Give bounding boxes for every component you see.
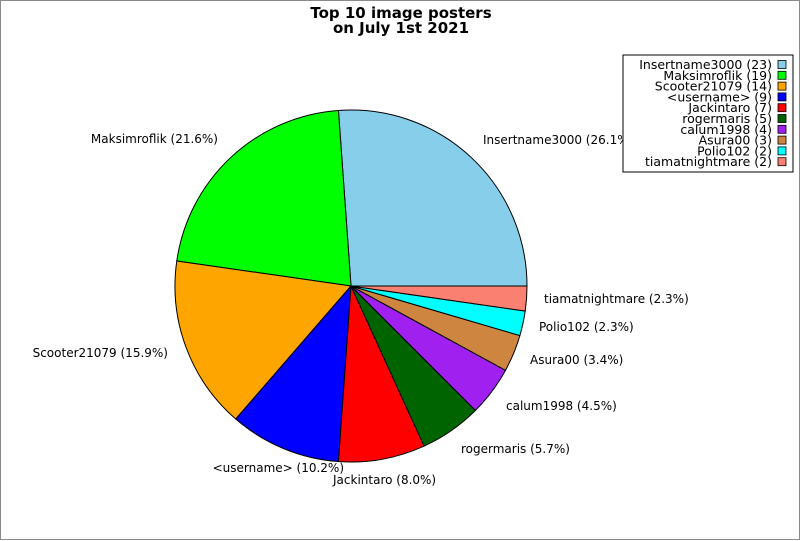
legend-swatch xyxy=(777,70,787,80)
pie-slices xyxy=(174,109,528,463)
pie-slice-insertname3000 xyxy=(337,109,528,287)
slice-label: <username> (10.2%) xyxy=(213,461,344,475)
legend-swatch xyxy=(777,124,787,134)
slice-labels: Insertname3000 (26.1%) Maksimroflik (21.6… xyxy=(33,132,689,487)
legend-swatch xyxy=(777,135,787,145)
slice-label: Scooter21079 (15.9%) xyxy=(33,346,168,360)
chart-title-line: Top 10 image posters xyxy=(310,4,491,22)
pie-slice-username xyxy=(235,284,352,463)
legend-swatch xyxy=(777,103,787,113)
legend-swatch xyxy=(777,81,787,91)
legend: Insertname3000 (23)Maksimroflik (19)Scoo… xyxy=(622,54,794,173)
pie-slice-tiamatnightmare xyxy=(350,285,528,312)
chart-title-line: on July 1st 2021 xyxy=(333,19,469,37)
slice-label: calum1998 (4.5%) xyxy=(506,399,617,413)
legend-swatch xyxy=(777,146,787,156)
legend-entry-label: Scooter21079 (14) xyxy=(655,79,772,94)
legend-swatch xyxy=(777,114,787,123)
pie-slice-scooter21079 xyxy=(174,260,352,420)
legend-entry-label: Polio102 (2) xyxy=(697,143,772,158)
legend-entry-label: Maksimroflik (19) xyxy=(663,68,772,83)
slice-label: Jackintaro (8.0%) xyxy=(332,473,436,487)
legend-entry-label: calum1998 (4) xyxy=(680,122,772,137)
legend-entry-label: Jackintaro (7) xyxy=(687,100,772,115)
slice-label: Polio102 (2.3%) xyxy=(539,320,634,334)
legend-entry-label: <username> (9) xyxy=(667,89,772,104)
legend-entry-label: rogermaris (5) xyxy=(682,111,772,126)
legend-box xyxy=(622,54,794,173)
legend-entry-label: Insertname3000 (23) xyxy=(639,57,772,72)
legend-entry-label: Asura00 (3) xyxy=(699,133,772,148)
pie-slice-maksimroflik xyxy=(176,109,352,287)
slice-label: rogermaris (5.7%) xyxy=(461,442,570,456)
slice-label: tiamatnightmare (2.3%) xyxy=(544,292,689,306)
legend-swatch xyxy=(777,92,787,102)
legend-swatch xyxy=(777,60,787,69)
legend-entry-label: tiamatnightmare (2) xyxy=(645,154,772,169)
slice-label: Maksimroflik (21.6%) xyxy=(91,132,218,146)
slice-label: Asura00 (3.4%) xyxy=(530,353,623,367)
slice-label: Insertname3000 (26.1%) xyxy=(483,133,633,147)
legend-swatch xyxy=(777,157,787,167)
